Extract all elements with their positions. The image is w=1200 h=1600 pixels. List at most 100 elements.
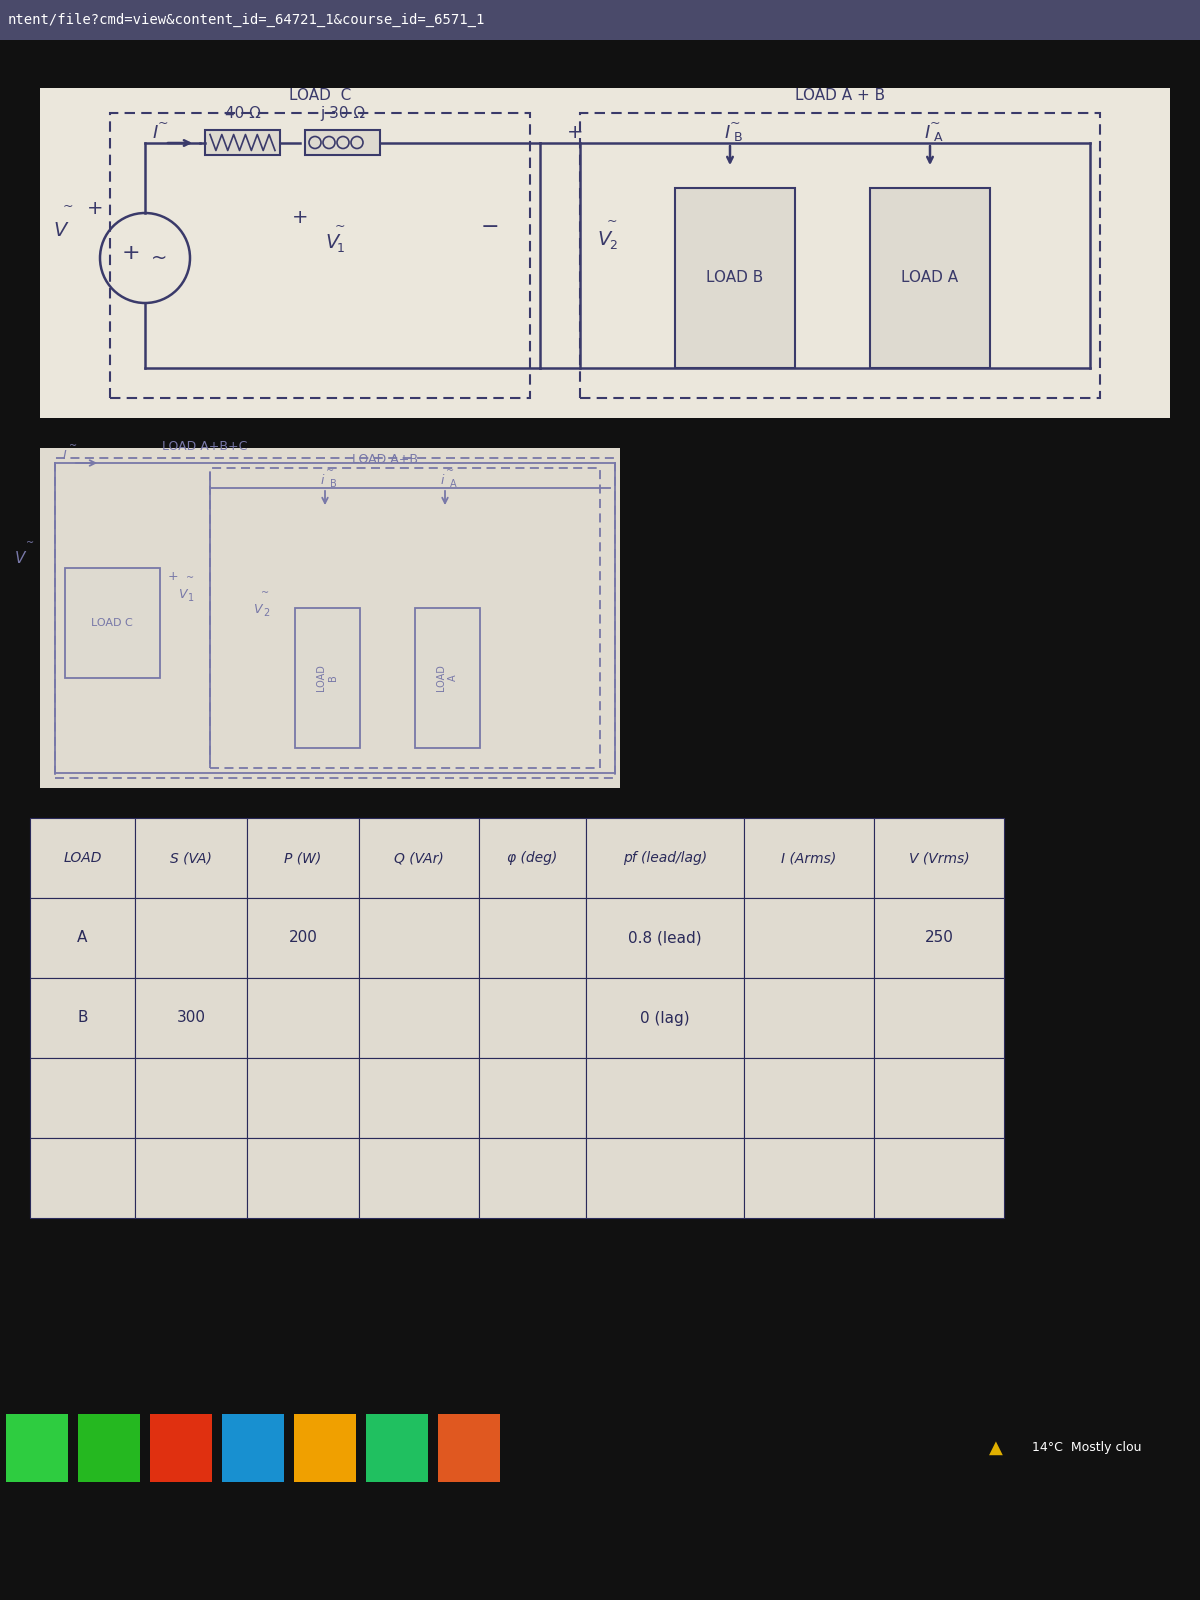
Bar <box>479 898 586 978</box>
Text: j 30 Ω: j 30 Ω <box>320 106 365 122</box>
Text: LOAD  C: LOAD C <box>289 88 352 102</box>
Text: LOAD
B: LOAD B <box>317 664 338 691</box>
Text: 200: 200 <box>288 931 318 946</box>
Text: ~: ~ <box>326 466 334 477</box>
Text: I: I <box>725 125 730 142</box>
Bar <box>586 898 744 978</box>
Text: +: + <box>121 243 140 262</box>
Text: 1: 1 <box>337 242 344 254</box>
Text: A: A <box>77 931 88 946</box>
Text: I: I <box>152 125 157 142</box>
Bar <box>222 1414 284 1482</box>
Bar <box>247 818 359 898</box>
Text: ~: ~ <box>62 200 73 213</box>
Bar <box>874 818 1004 898</box>
Text: I: I <box>924 125 930 142</box>
Bar <box>479 818 586 898</box>
Bar <box>134 818 247 898</box>
Bar <box>586 818 744 898</box>
Bar <box>479 978 586 1058</box>
Text: i: i <box>440 474 444 486</box>
Text: ~: ~ <box>335 219 346 234</box>
Bar <box>205 130 280 155</box>
Bar <box>247 1138 359 1218</box>
Bar <box>0 0 1200 40</box>
Bar <box>674 187 796 368</box>
Text: Q (VAr): Q (VAr) <box>394 851 444 866</box>
Text: 250: 250 <box>924 931 954 946</box>
Text: 40 Ω: 40 Ω <box>224 106 260 122</box>
Bar <box>295 608 360 749</box>
Bar <box>247 898 359 978</box>
Bar <box>580 114 1100 398</box>
Bar <box>744 1058 874 1138</box>
Bar <box>150 1414 212 1482</box>
Bar <box>55 458 616 778</box>
Text: A: A <box>934 131 942 144</box>
Bar <box>30 978 134 1058</box>
Text: 2: 2 <box>610 238 617 251</box>
Text: V: V <box>253 603 262 616</box>
Bar <box>40 88 1170 418</box>
Bar <box>359 1058 479 1138</box>
Text: LOAD C: LOAD C <box>91 618 133 627</box>
Text: LOAD A+B: LOAD A+B <box>352 453 418 466</box>
Text: 1: 1 <box>188 594 194 603</box>
Bar <box>359 978 479 1058</box>
Bar <box>134 978 247 1058</box>
Bar <box>40 448 620 787</box>
Text: V: V <box>53 221 67 240</box>
Bar <box>247 978 359 1058</box>
Bar <box>874 1058 1004 1138</box>
Bar <box>744 978 874 1058</box>
Bar <box>744 1138 874 1218</box>
Text: LOAD: LOAD <box>64 851 102 866</box>
Bar <box>586 1058 744 1138</box>
Text: −: − <box>481 218 499 237</box>
Bar <box>744 818 874 898</box>
Text: ntent/file?cmd=view&content_id=_64721_1&course_id=_6571_1: ntent/file?cmd=view&content_id=_64721_1&… <box>8 13 485 27</box>
Text: i: i <box>320 474 324 486</box>
Text: ~: ~ <box>930 117 941 130</box>
Text: LOAD A: LOAD A <box>901 270 959 285</box>
Text: ~: ~ <box>446 466 454 477</box>
Bar <box>586 1138 744 1218</box>
Text: LOAD
A: LOAD A <box>437 664 458 691</box>
Bar <box>30 1058 134 1138</box>
Bar <box>744 898 874 978</box>
Text: +: + <box>566 123 583 142</box>
Text: B: B <box>733 131 743 144</box>
Bar <box>305 130 380 155</box>
Bar <box>874 978 1004 1058</box>
Text: LOAD A + B: LOAD A + B <box>794 88 886 102</box>
Text: B: B <box>330 478 336 490</box>
Bar <box>438 1414 500 1482</box>
Text: S (VA): S (VA) <box>170 851 212 866</box>
Bar <box>78 1414 140 1482</box>
Text: Fill in the information for the different loads and sum of loads in Table 3 usin: Fill in the information for the differen… <box>5 54 952 72</box>
Text: V: V <box>14 550 25 566</box>
Text: I (Arms): I (Arms) <box>781 851 836 866</box>
Text: 0.8 (lead): 0.8 (lead) <box>628 931 702 946</box>
Text: φ (deg): φ (deg) <box>508 851 558 866</box>
Bar <box>134 1058 247 1138</box>
Text: V (Vrms): V (Vrms) <box>908 851 970 866</box>
Bar <box>874 1138 1004 1218</box>
Bar <box>874 898 1004 978</box>
Text: pf (lead/lag): pf (lead/lag) <box>623 851 707 866</box>
Text: ~: ~ <box>186 573 194 582</box>
Bar <box>30 818 134 898</box>
Text: 2: 2 <box>263 608 269 618</box>
Text: ~: ~ <box>730 117 740 130</box>
Bar <box>6 1414 68 1482</box>
Text: +: + <box>168 570 179 582</box>
Bar <box>359 898 479 978</box>
Text: V: V <box>325 234 338 251</box>
Text: A: A <box>450 478 456 490</box>
Text: B: B <box>77 1011 88 1026</box>
Text: ~: ~ <box>26 538 34 547</box>
Bar <box>359 818 479 898</box>
Text: +: + <box>292 208 308 227</box>
Text: ▲: ▲ <box>989 1438 1003 1458</box>
Text: +: + <box>86 198 103 218</box>
